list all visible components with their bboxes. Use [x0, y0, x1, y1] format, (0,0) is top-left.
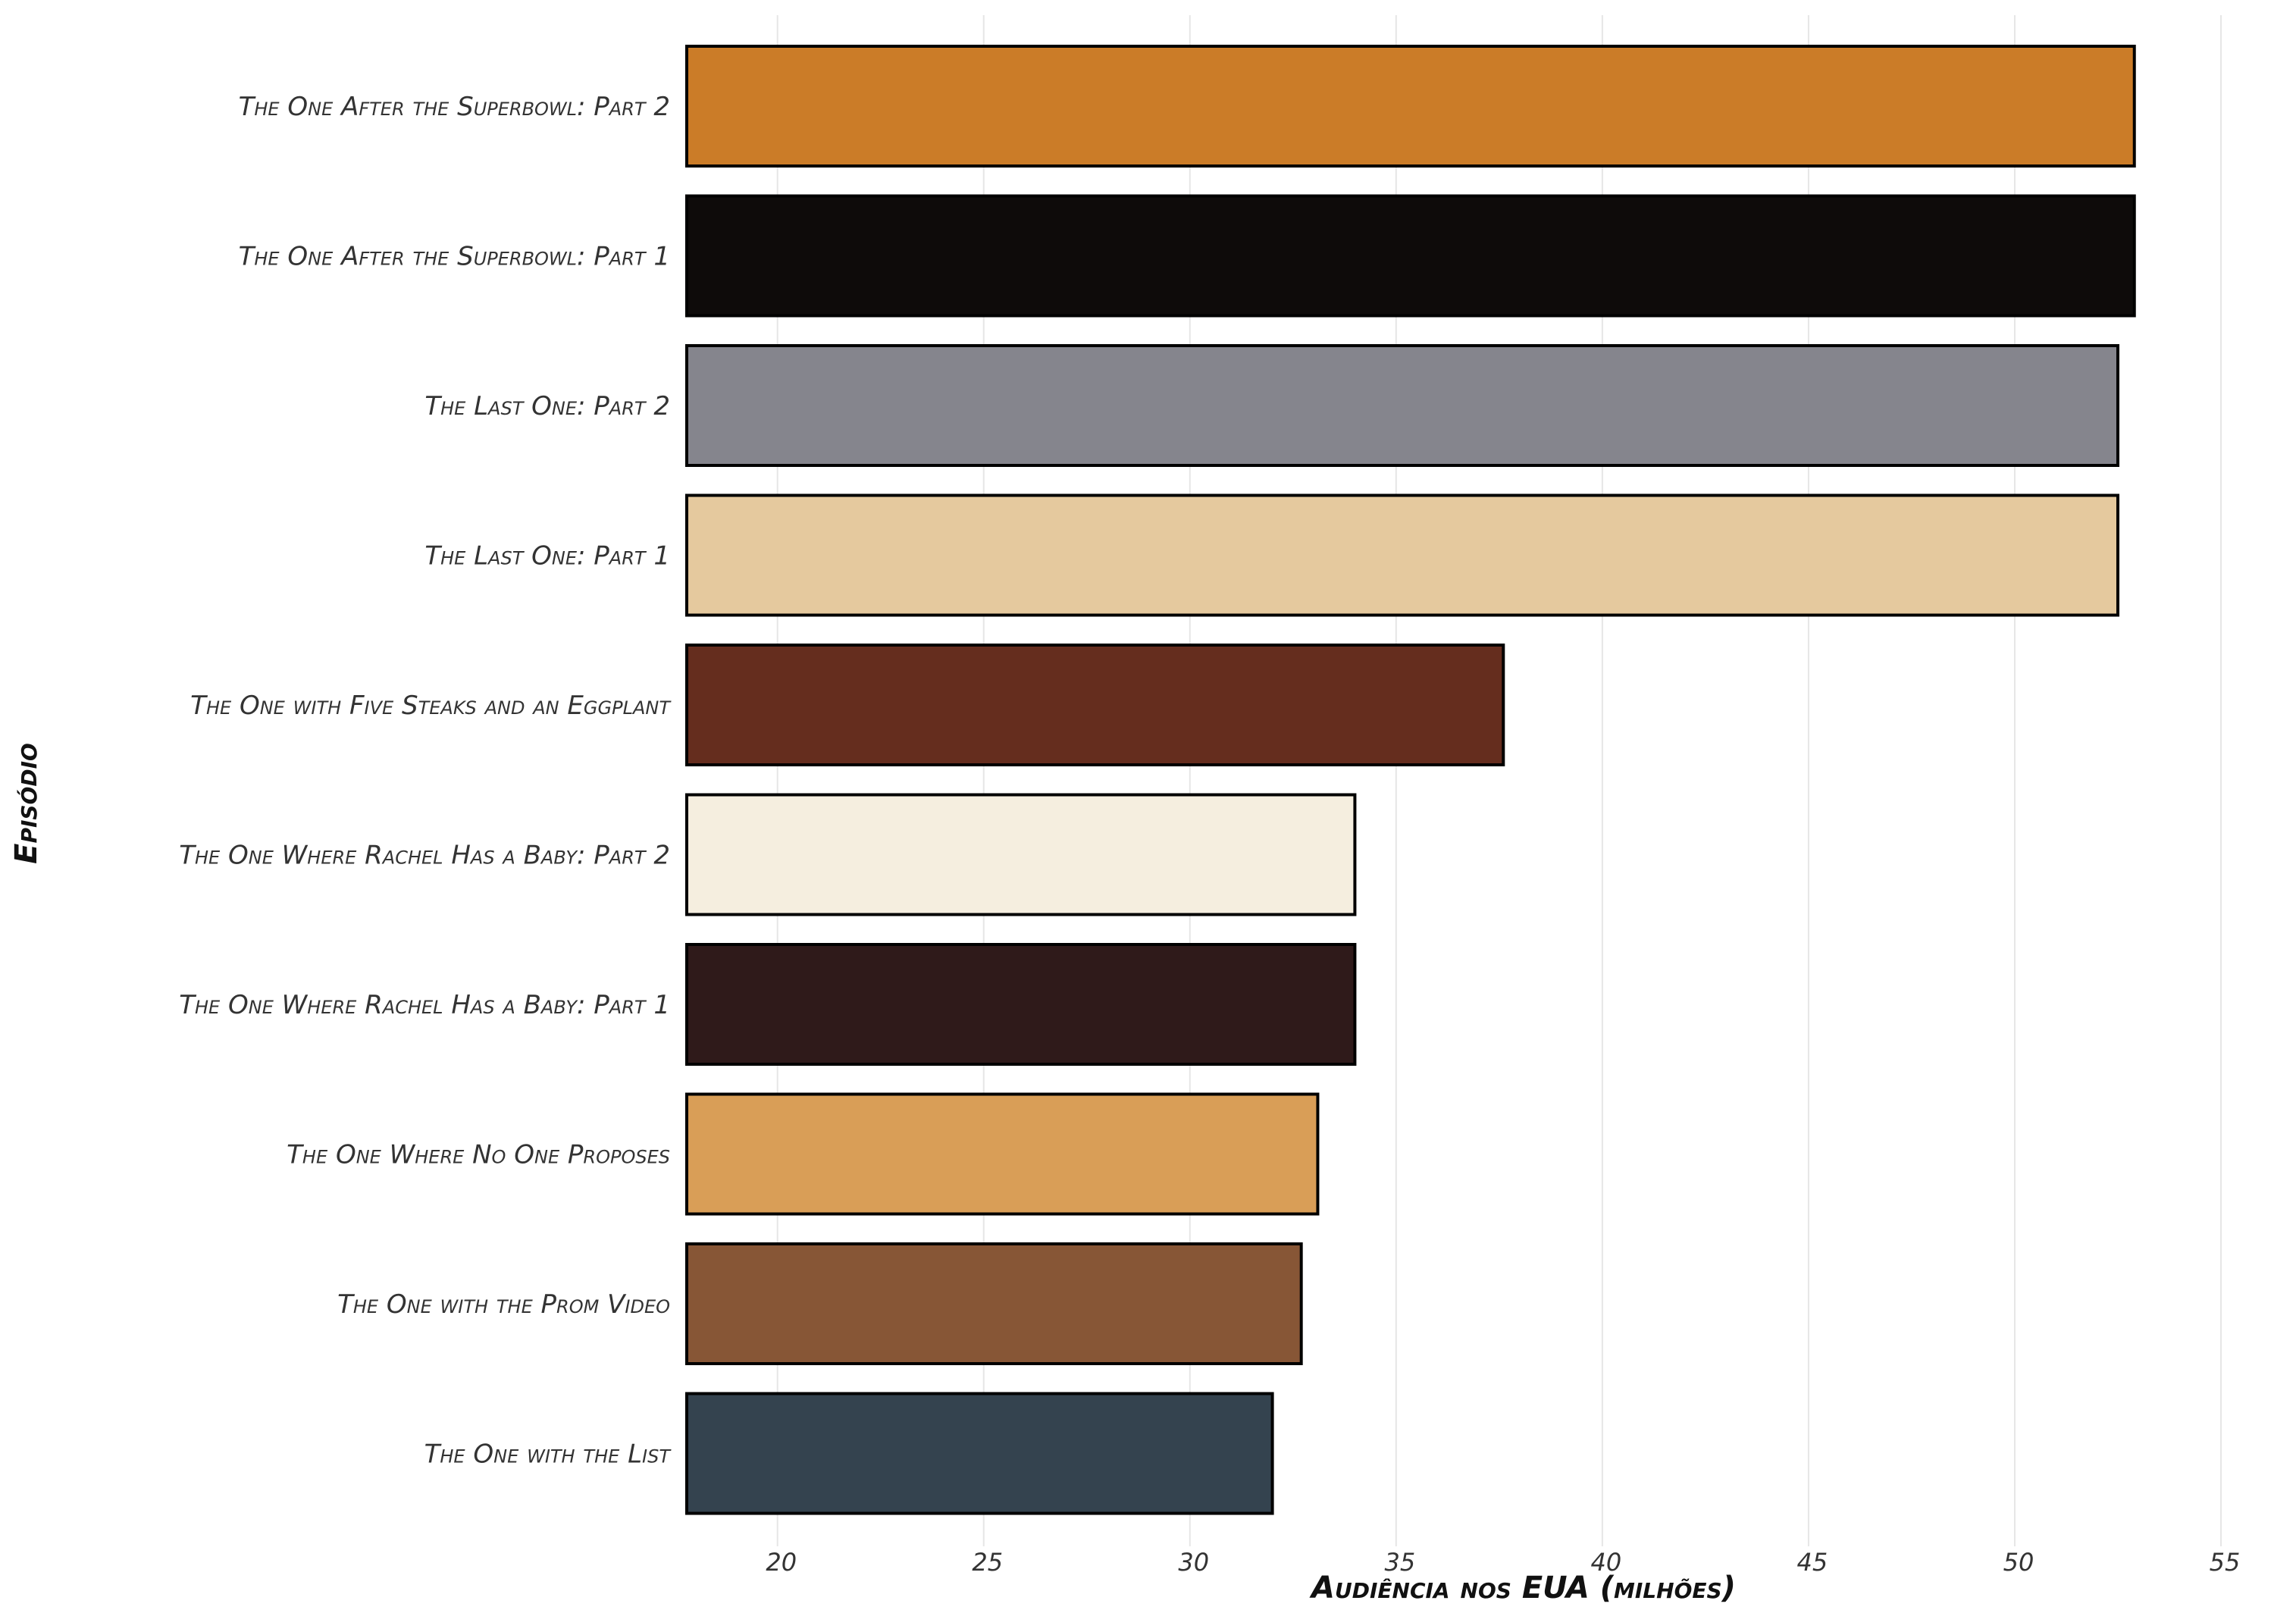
bar-4 [685, 493, 2119, 617]
bar-3 [685, 344, 2119, 467]
category-label: The One Where Rachel Has a Baby: Part 1 [179, 990, 670, 1020]
x-tick-label: 20 [766, 1548, 797, 1577]
category-label: The One with the Prom Video [337, 1289, 670, 1320]
bar-8 [685, 1092, 1320, 1216]
category-label: The One Where Rachel Has a Baby: Part 2 [179, 841, 670, 871]
bar-5 [685, 644, 1505, 766]
bar-1 [685, 45, 2136, 168]
x-tick-label: 35 [1384, 1548, 1415, 1577]
y-axis-title: Episódio [9, 743, 44, 864]
category-labels: The One After the Superbowl: Part 2 The O… [179, 92, 672, 1470]
bar-6 [685, 793, 1357, 916]
category-label: The One After the Superbowl: Part 2 [239, 92, 670, 122]
x-tick-labels: 20 25 30 35 40 45 50 55 [766, 1548, 2240, 1577]
bar-9 [685, 1242, 1303, 1365]
x-tick-label: 40 [1591, 1548, 1622, 1577]
category-label: The One Where No One Proposes [287, 1140, 670, 1170]
bar-7 [685, 943, 1357, 1066]
x-axis-title: Audiência nos EUA (milhões) [1309, 1571, 1736, 1605]
x-tick-label: 30 [1178, 1548, 1209, 1577]
bars [685, 45, 2136, 1515]
category-label: The One After the Superbowl: Part 1 [239, 242, 670, 272]
category-label: The Last One: Part 1 [424, 541, 670, 572]
category-label: The One with the List [424, 1439, 672, 1470]
x-tick-label: 50 [2003, 1548, 2034, 1577]
x-tick-label: 45 [1797, 1548, 1828, 1577]
bar-10 [685, 1392, 1274, 1515]
x-tick-label: 25 [972, 1548, 1003, 1577]
x-tick-label: 55 [2210, 1548, 2241, 1577]
category-label: The Last One: Part 2 [424, 391, 670, 421]
category-label: The One with Five Steaks and an Eggplant [190, 691, 672, 721]
bar-2 [685, 194, 2136, 318]
